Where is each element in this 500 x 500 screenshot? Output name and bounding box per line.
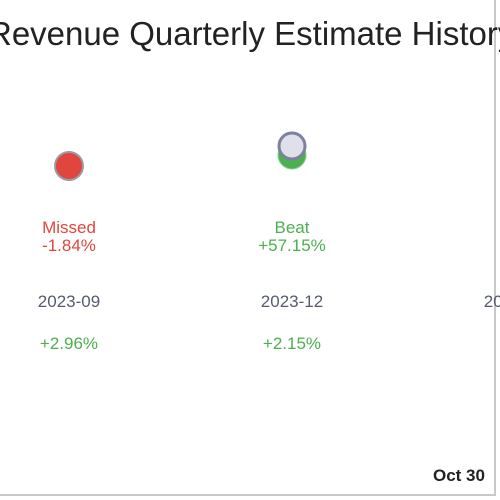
result-status-label: Beat — [275, 218, 310, 237]
quarter-date-label: 2024-03 — [484, 292, 500, 311]
quarter-date-label: 2023-12 — [261, 292, 323, 311]
actual-point — [277, 131, 307, 161]
surprise-percent-label: -1.84% — [42, 236, 96, 255]
chart-marks: Missed-1.84% 2023-09 +2.96% Beat+57.15% 2023… — [38, 131, 500, 353]
revision-percent-label: +2.96% — [40, 334, 98, 353]
quarter-date-label: 2023-09 — [38, 292, 100, 311]
surprise-percent-label: +57.15% — [258, 236, 326, 255]
chart-title: Revenue Quarterly Estimate History — [0, 15, 500, 52]
estimate-point-missed — [54, 150, 84, 181]
result-status-label: Missed — [42, 218, 96, 237]
footer-date: Oct 30 — [433, 466, 485, 485]
revision-percent-label: +2.15% — [263, 334, 321, 353]
